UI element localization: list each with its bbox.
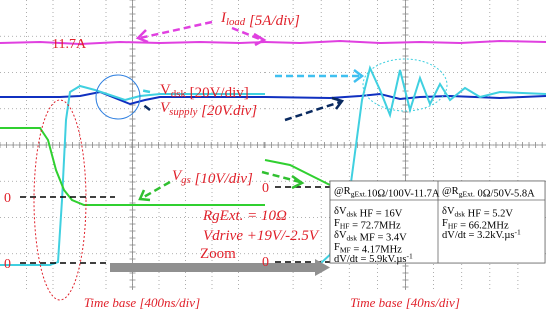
- table-header-part: gExt.: [459, 189, 475, 198]
- table-header-part: gExt.: [351, 189, 367, 198]
- table-cell-part: HF: [448, 221, 458, 230]
- vgs-label-part: gs: [181, 174, 191, 186]
- figure: Vdrive +19V/-2.5V Iload [5A/div] 11.7A Vdsk…: [0, 0, 546, 315]
- zero-label: 0: [4, 191, 11, 206]
- zero-label: 0: [4, 257, 11, 272]
- pointer-head: [332, 98, 342, 109]
- vdrive-label: Vdrive +19V/-2.5V: [203, 228, 320, 244]
- table-cell-part: = 72.7MHz: [350, 220, 401, 231]
- table-cell-part: HF = 16V: [357, 208, 403, 219]
- pointer: [232, 28, 262, 40]
- vdsk-label-part: [20V/div]: [186, 85, 249, 101]
- zoom-label-part: Zoom: [200, 246, 236, 262]
- time-base-label: Time base [400ns/div]: [84, 295, 200, 310]
- table-cell-part: δV: [334, 206, 347, 217]
- pointer: [142, 104, 150, 110]
- pointer: [140, 22, 212, 38]
- table-cell-part: HF: [340, 221, 350, 230]
- vsupply-label-part: supply: [169, 106, 197, 118]
- table-header-part: 10Ω/100V-11.7A: [367, 188, 440, 199]
- pointer: [140, 90, 150, 92]
- table-header-part: @R: [334, 186, 351, 197]
- table-header-part: 0Ω/50V-5.8A: [475, 188, 535, 199]
- table-cell-part: MF: [340, 245, 351, 254]
- vgs-label-part: [10V/div]: [191, 171, 253, 187]
- table-cell: dV/dt = 5.9kV.µs-1: [334, 252, 413, 265]
- pointer-head: [254, 34, 264, 45]
- table-header: @RgExt.10Ω/100V-11.7A: [334, 186, 440, 199]
- vsupply-label-part: [20V.div]: [197, 103, 257, 119]
- vsupply-label: Vsupply [20V.div]: [160, 100, 257, 119]
- vgs-label: Vgs [10V/div]: [172, 168, 253, 187]
- focus-ellipse-zoom: [363, 59, 447, 111]
- zoom-arrow-body: [110, 263, 315, 272]
- table-cell-part: MF = 3.4V: [357, 232, 407, 243]
- table-cell-part: HF = 5.2V: [465, 208, 513, 219]
- table-cell-part: -1: [514, 228, 521, 237]
- focus-ellipse: [34, 100, 86, 300]
- vdsk-label-part: dsk: [171, 88, 187, 100]
- table-cell-part: -1: [406, 252, 413, 261]
- table-header-part: @R: [442, 186, 459, 197]
- rgext-label: RgExt. = 10Ω: [202, 208, 287, 224]
- table-cell-part: dV/dt = 3.2kV.µs: [442, 230, 514, 241]
- vdsk-label-part: V: [160, 82, 171, 98]
- vdrive-label-part: Vdrive +19V/-2.5V: [203, 228, 320, 244]
- current-label: 11.7A: [52, 37, 87, 52]
- table-cell-part: dsk: [347, 209, 358, 218]
- iload-label-part: load: [226, 16, 246, 28]
- current-label-part: 11.7A: [52, 37, 87, 52]
- table-cell-part: dV/dt = 5.9kV.µs: [334, 254, 406, 265]
- iload-label-part: [5A/div]: [245, 13, 300, 29]
- iload-label: Iload [5A/div]: [220, 10, 300, 29]
- vdsk-label: Vdsk [20V/div]: [160, 82, 249, 101]
- rgext-label-part: RgExt. = 10Ω: [202, 208, 287, 224]
- time-base-label: Time base [40ns/div]: [350, 295, 460, 310]
- pointer: [142, 182, 170, 198]
- zero-label: 0: [262, 255, 269, 270]
- table-cell: dV/dt = 3.2kV.µs-1: [442, 228, 521, 241]
- table-cell-part: dsk: [347, 233, 358, 242]
- zoom-label: Zoom: [200, 246, 236, 262]
- table-cell-part: δV: [334, 230, 347, 241]
- zero-label: 0: [262, 181, 269, 196]
- table-cell-part: dsk: [455, 209, 466, 218]
- table-cell-part: δV: [442, 206, 455, 217]
